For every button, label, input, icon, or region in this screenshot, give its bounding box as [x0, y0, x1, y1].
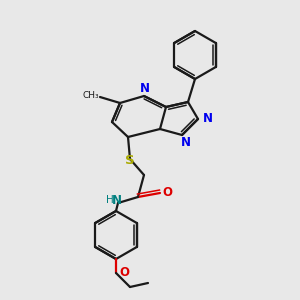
Text: CH₃: CH₃ [83, 92, 99, 100]
Text: N: N [181, 136, 191, 148]
Text: H: H [106, 195, 114, 205]
Text: N: N [140, 82, 150, 95]
Text: N: N [203, 112, 213, 124]
Text: O: O [162, 185, 172, 199]
Text: N: N [112, 194, 122, 206]
Text: S: S [125, 154, 135, 166]
Text: O: O [119, 266, 129, 278]
